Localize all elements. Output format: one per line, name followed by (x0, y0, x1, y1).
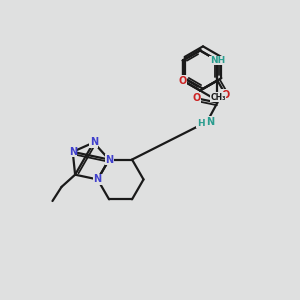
Text: N: N (90, 137, 98, 148)
Text: N: N (105, 154, 113, 165)
Text: O: O (221, 89, 230, 100)
Text: N: N (94, 174, 102, 184)
Text: CH₃: CH₃ (210, 93, 226, 102)
Text: H: H (197, 119, 204, 128)
Text: NH: NH (210, 56, 225, 65)
Text: O: O (193, 93, 201, 103)
Text: N: N (206, 117, 214, 127)
Text: N: N (69, 147, 77, 157)
Text: O: O (178, 76, 187, 85)
